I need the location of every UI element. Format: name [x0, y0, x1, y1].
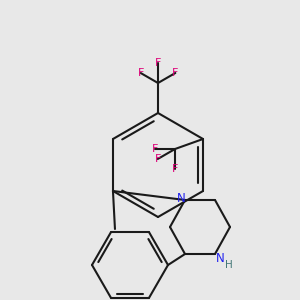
Text: N: N [216, 251, 224, 265]
Text: F: F [137, 68, 144, 78]
Text: N: N [177, 191, 185, 205]
Text: F: F [172, 68, 178, 78]
Text: F: F [172, 164, 178, 174]
Text: H: H [225, 260, 233, 270]
Text: F: F [152, 144, 158, 154]
Text: F: F [154, 154, 161, 164]
Text: F: F [155, 58, 161, 68]
